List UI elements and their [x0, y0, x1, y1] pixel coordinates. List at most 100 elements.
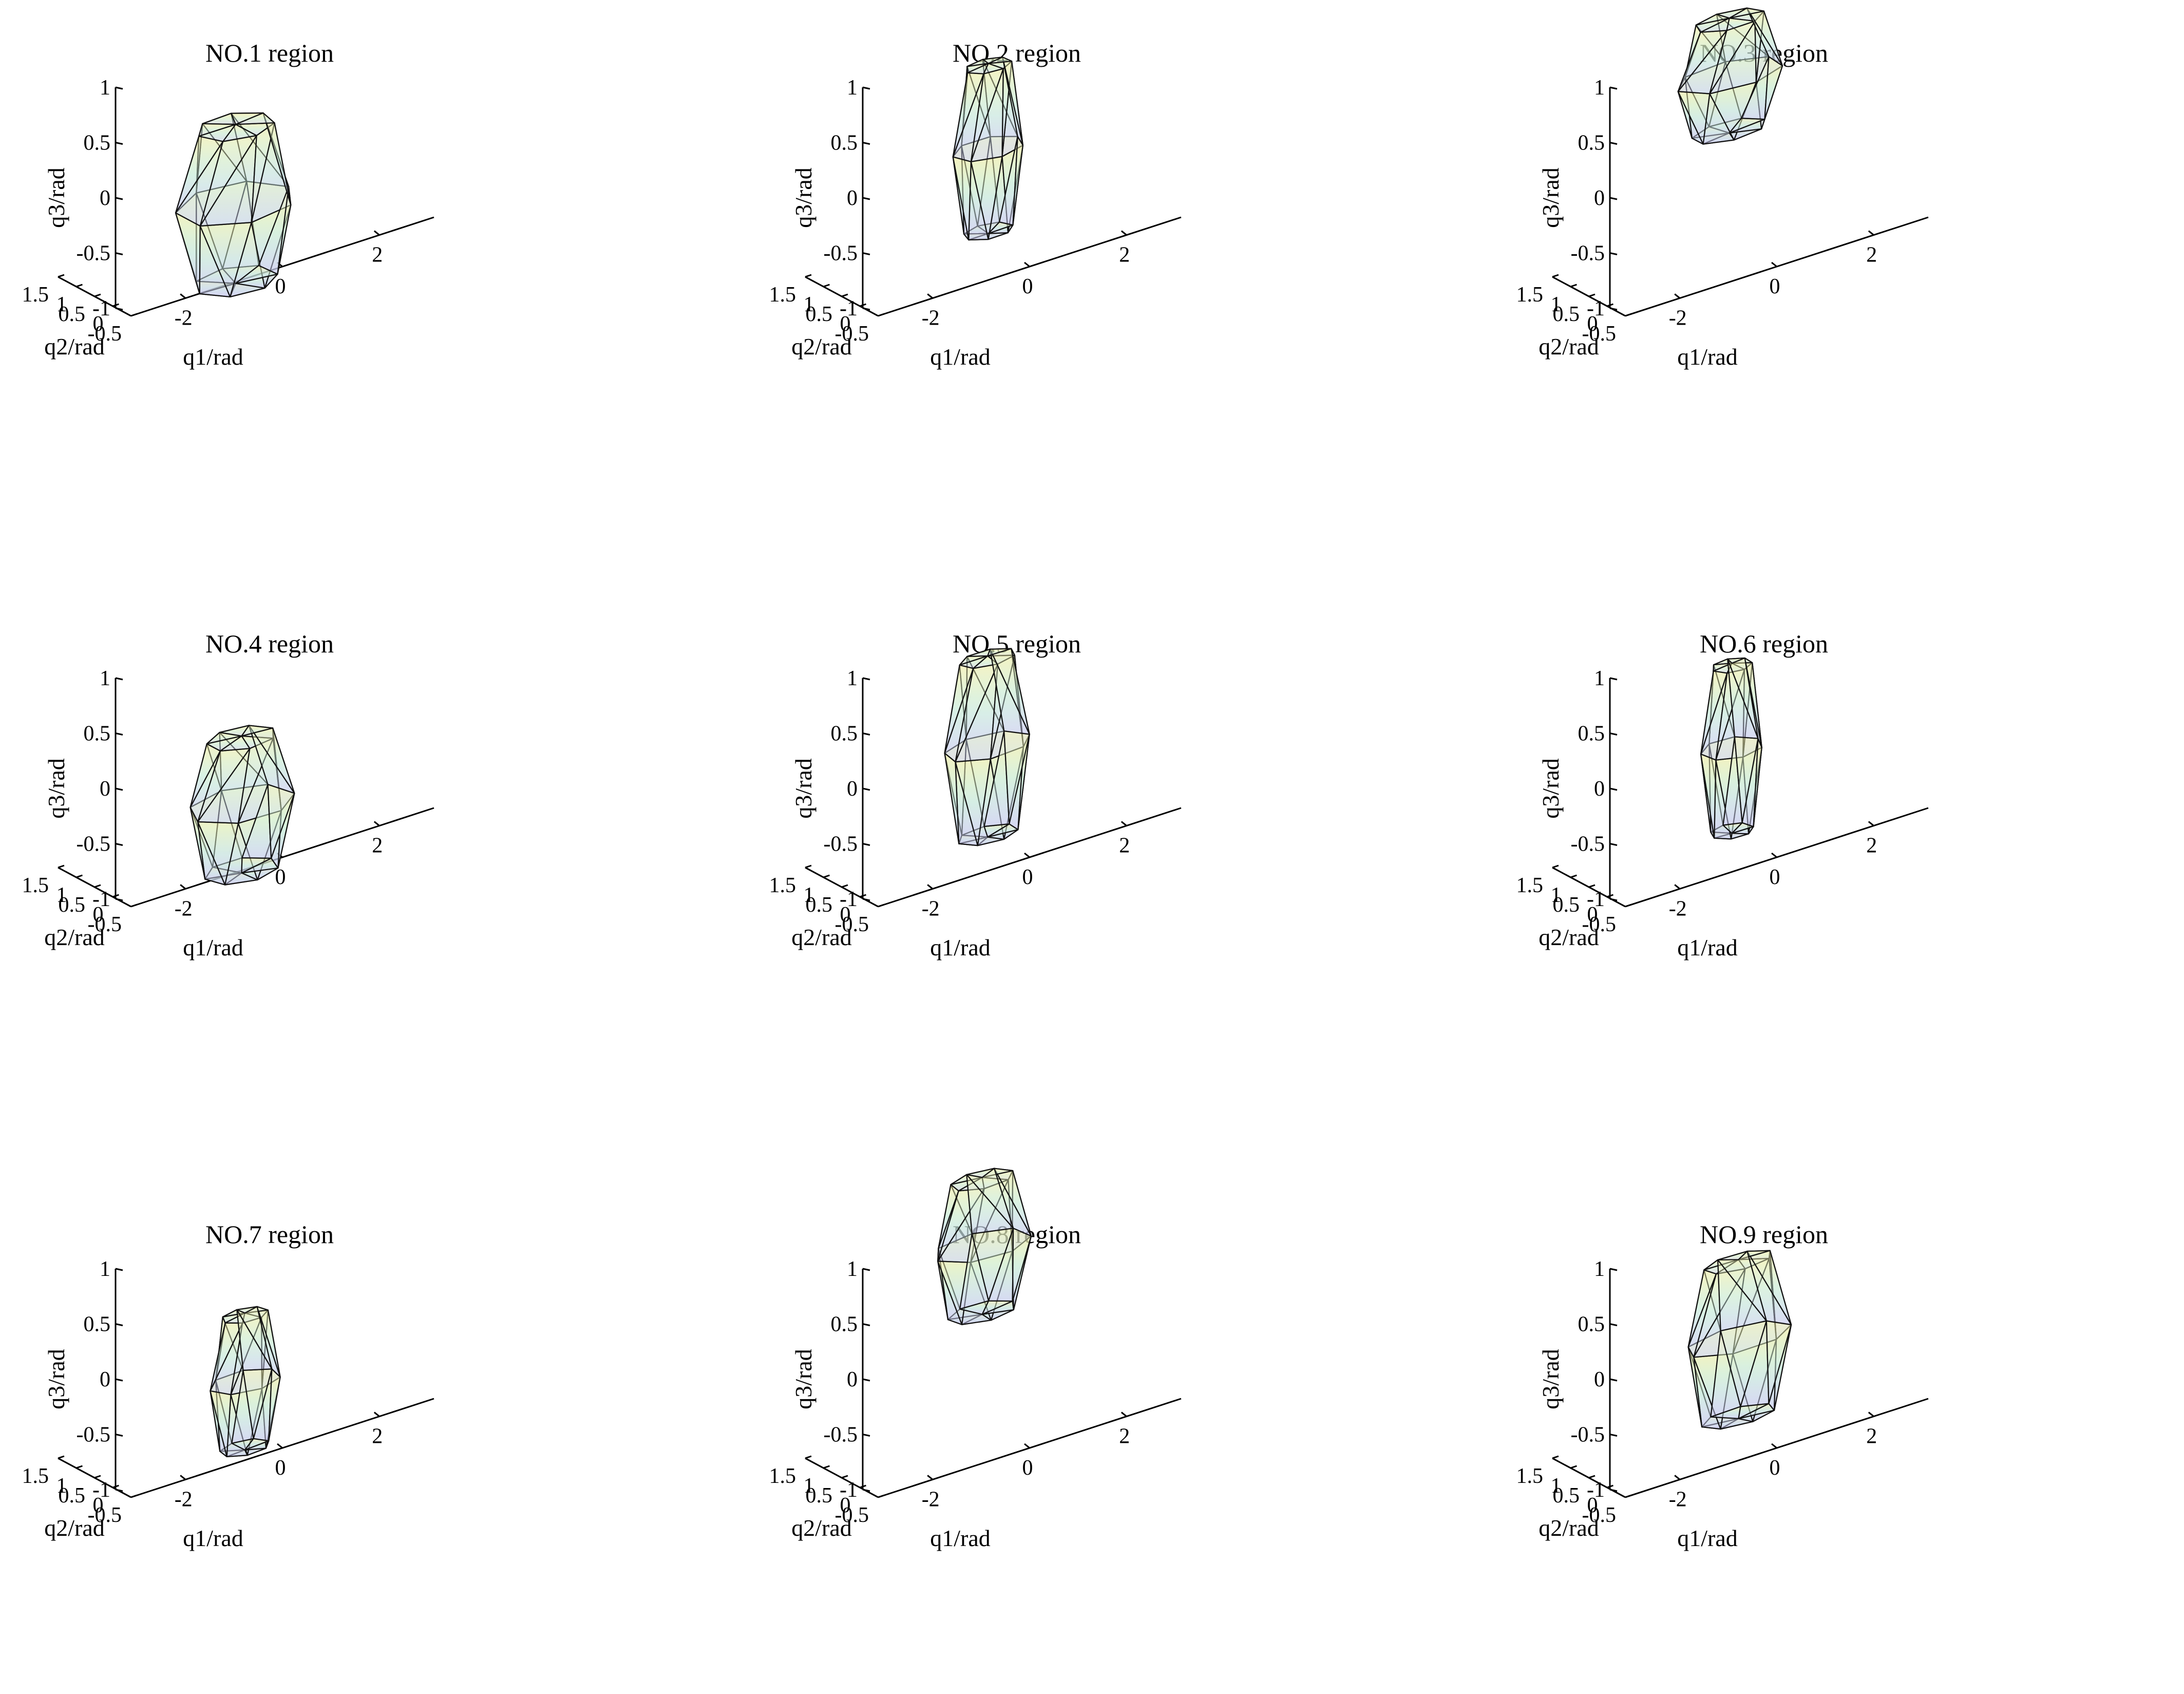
q2-axis-label: q2/rad — [1539, 924, 1599, 950]
q1-tick — [1121, 230, 1127, 236]
q3-axis-label: q3/rad — [43, 758, 69, 819]
q2-tick-label: -0.5 — [88, 1503, 122, 1527]
q3-tick-label: 1 — [1594, 667, 1605, 690]
subplot-5: NO.5 region-1-0.500.51q3/rad-0.500.511.5… — [769, 629, 1182, 961]
hull-facet — [987, 57, 1013, 64]
q3-tick — [115, 1378, 123, 1382]
q1-tick — [180, 1475, 186, 1480]
q3-tick-label: 1 — [1594, 76, 1605, 100]
q3-tick — [1609, 252, 1618, 255]
q3-tick-label: 1 — [847, 1257, 858, 1281]
q1-tick-label: 2 — [372, 1425, 383, 1448]
q2-axis-label: q2/rad — [44, 333, 105, 360]
q1-tick-label: 0 — [275, 1456, 286, 1480]
q1-axis-label: q1/rad — [183, 934, 243, 961]
subplot-6: NO.6 region-1-0.500.51q3/rad-0.500.511.5… — [1516, 629, 1929, 961]
subplot-title: NO.5 region — [953, 629, 1081, 658]
q3-tick — [115, 1434, 123, 1437]
q1-tick-label: 2 — [372, 834, 383, 858]
q3-axis-label: q3/rad — [43, 167, 69, 228]
q3-tick-label: 0 — [1594, 186, 1605, 210]
q1-tick-label: 2 — [372, 243, 383, 267]
hull-facet — [1012, 1228, 1032, 1302]
q3-tick — [862, 142, 870, 145]
q3-tick-label: 0.5 — [84, 1313, 111, 1337]
q2-tick — [94, 1475, 101, 1479]
q3-tick-label: 1 — [847, 76, 858, 100]
q3-tick-label: -0.5 — [824, 833, 858, 856]
q3-tick-label: -0.5 — [1571, 833, 1605, 856]
q3-tick-label: 1 — [100, 667, 110, 690]
hull-region-4 — [189, 725, 295, 886]
q2-axis-label: q2/rad — [1539, 1515, 1599, 1541]
q2-tick-label: 1 — [1551, 293, 1562, 316]
q3-tick — [115, 843, 123, 846]
q2-tick-label: -0.5 — [1582, 322, 1617, 346]
q3-tick — [115, 252, 123, 255]
q2-tick — [1552, 864, 1559, 869]
q2-tick-label: -0.5 — [1582, 1503, 1617, 1527]
q3-tick — [115, 142, 123, 145]
q1-axis-label: q1/rad — [930, 934, 991, 961]
q2-tick-label: 1.5 — [22, 1464, 49, 1488]
q1-tick — [1024, 261, 1030, 268]
q2-tick — [841, 884, 848, 888]
q2-tick-label: -0.5 — [88, 322, 122, 346]
hull-region-6 — [1700, 657, 1762, 840]
q2-tick-label: -0.5 — [835, 1503, 869, 1527]
hull-facet — [241, 725, 274, 737]
q2-tick-label: 0 — [93, 1494, 104, 1517]
q1-tick-label: 2 — [1866, 834, 1877, 858]
q1-tick-label: 2 — [1119, 834, 1130, 858]
q2-tick-label: 1.5 — [769, 283, 796, 307]
q2-tick — [58, 1455, 65, 1459]
q2-tick — [823, 874, 830, 878]
q2-tick-label: 1.5 — [769, 874, 796, 897]
hull-facet — [1729, 7, 1765, 19]
q2-tick-label: 0 — [840, 312, 851, 336]
q3-tick — [862, 197, 870, 200]
q1-axis-label: q1/rad — [183, 344, 243, 370]
q1-tick — [1771, 852, 1777, 858]
q1-tick — [1868, 821, 1874, 826]
q1-tick — [1868, 230, 1874, 236]
q2-tick-label: 1.5 — [22, 874, 49, 897]
q2-tick-label: 1.5 — [1516, 874, 1544, 897]
q1-tick-label: -2 — [922, 1488, 940, 1511]
subplot-1: NO.1 region-1-0.500.51q3/rad-0.500.511.5… — [22, 39, 434, 370]
q1-tick-label: -2 — [175, 306, 193, 330]
q3-axis-label: q3/rad — [790, 167, 816, 228]
q3-tick — [862, 787, 870, 791]
q2-tick — [1570, 1465, 1577, 1469]
q1-tick — [1674, 884, 1681, 890]
q1-tick-label: -2 — [175, 1488, 193, 1511]
q2-tick-label: 1 — [804, 883, 814, 907]
q2-tick — [1552, 274, 1559, 278]
q1-tick-label: 0 — [1770, 275, 1780, 298]
q1-tick — [927, 1475, 934, 1480]
q1-tick-label: 2 — [1866, 1425, 1877, 1448]
q3-tick-label: 0.5 — [1578, 131, 1605, 155]
q2-tick — [76, 284, 83, 288]
q3-tick — [1609, 86, 1618, 90]
q3-tick — [115, 1268, 123, 1271]
subplot-title: NO.2 region — [953, 39, 1081, 67]
hull-facet — [1700, 754, 1717, 839]
q1-axis-label: q1/rad — [930, 1525, 991, 1551]
q2-tick-label: 0 — [1587, 1494, 1598, 1517]
subplot-4: NO.4 region-1-0.500.51q3/rad-0.500.511.5… — [22, 629, 434, 961]
q2-tick — [841, 293, 848, 297]
q2-tick-label: 0 — [1587, 312, 1598, 336]
q2-tick-label: 0.5 — [1553, 1484, 1580, 1508]
hull-facet — [202, 112, 237, 125]
q3-tick — [1609, 1434, 1618, 1437]
q3-tick-label: 0 — [100, 1368, 110, 1391]
q2-tick-label: -0.5 — [1582, 913, 1617, 936]
q2-tick — [58, 274, 65, 278]
q3-tick-label: -0.5 — [1571, 242, 1605, 266]
q3-tick — [115, 1323, 123, 1326]
q3-axis-label: q3/rad — [43, 1349, 69, 1409]
q1-tick — [927, 293, 934, 299]
q2-tick — [1607, 1484, 1613, 1489]
